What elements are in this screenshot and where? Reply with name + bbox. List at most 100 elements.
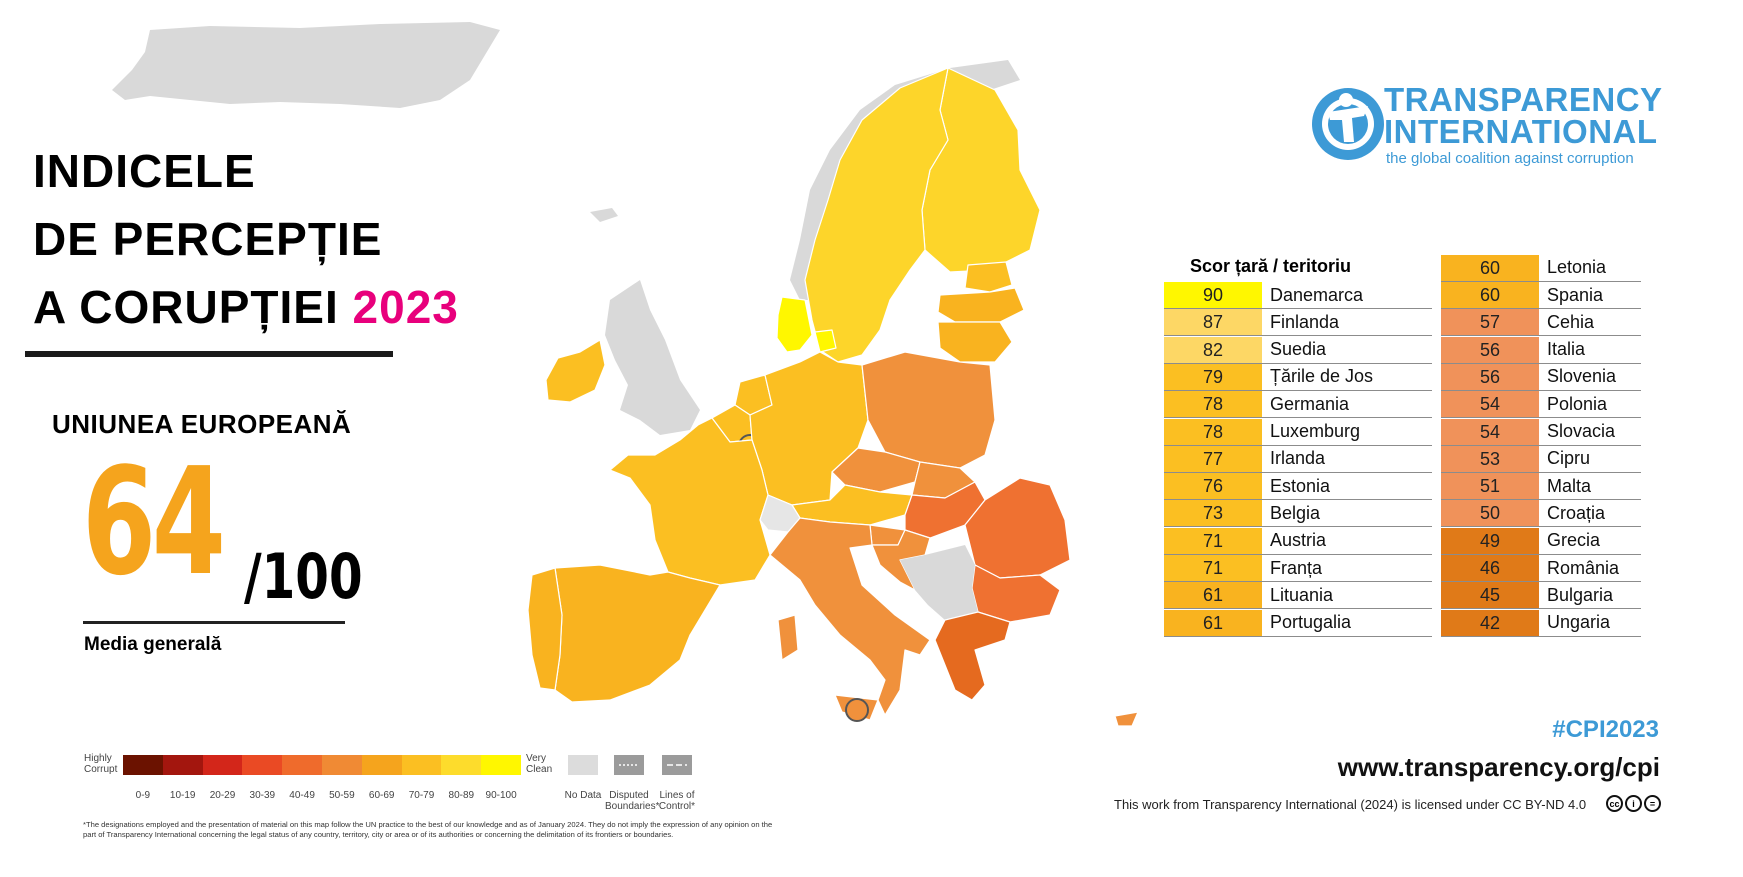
legend-color-5 [321, 755, 362, 775]
country-name: Belgia [1270, 502, 1321, 523]
country-score: 61 [1164, 609, 1262, 636]
table-row: 60 Letonia [1441, 254, 1641, 282]
country-score: 50 [1441, 500, 1539, 527]
legend-range-label: 80-89 [448, 790, 475, 801]
table-row: 54 Slovacia [1441, 418, 1641, 446]
table-row: 78 Germania [1164, 391, 1432, 419]
country-score: 79 [1164, 363, 1262, 390]
map-france [609, 417, 771, 586]
country-name: Suedia [1270, 339, 1327, 360]
table-row: 71 Franța [1164, 555, 1432, 582]
country-name: Cehia [1547, 311, 1595, 332]
transparency-logo-icon [1312, 88, 1384, 160]
legend-color-7 [401, 755, 442, 775]
country-name: România [1547, 557, 1620, 578]
table-row: 71 Austria [1164, 527, 1432, 555]
legend-color-9 [481, 755, 521, 775]
country-score: 77 [1164, 445, 1262, 472]
legend-range-label: 70-79 [408, 790, 435, 801]
country-name: Estonia [1270, 475, 1331, 496]
table-row: 54 Polonia [1441, 391, 1641, 419]
map-portugal [527, 567, 563, 691]
country-score: 56 [1441, 336, 1539, 363]
license-text: This work from Transparency Internationa… [1114, 797, 1587, 812]
country-score: 54 [1441, 418, 1539, 445]
legend-range-label: 30-39 [249, 790, 276, 801]
country-name: Letonia [1547, 257, 1607, 278]
table-row: 56 Italia [1441, 336, 1641, 364]
map-iceland [590, 208, 618, 222]
cpi-url[interactable]: www.transparency.org/cpi [1337, 752, 1660, 782]
table-row: 82 Suedia [1164, 336, 1432, 364]
country-name: Spania [1547, 284, 1604, 305]
map-uk [605, 280, 700, 435]
score-divider [83, 621, 345, 624]
country-score: 60 [1441, 254, 1539, 281]
average-score: 64 [82, 436, 226, 608]
table-row: 42 Ungaria [1441, 609, 1641, 637]
country-name: Luxemburg [1270, 421, 1361, 441]
legend-very-clean: Very Clean [526, 753, 553, 775]
table-row: 51 Malta [1441, 473, 1641, 501]
country-score: 51 [1441, 473, 1539, 500]
title-line-1: INDICELE [33, 145, 256, 197]
map-latvia [937, 287, 1025, 323]
legend-range-label: 10-19 [169, 790, 196, 801]
legend-color-3 [242, 755, 283, 775]
table-row: 78 Luxemburg [1164, 418, 1432, 446]
cc-nd-icon: = [1644, 795, 1661, 812]
legend-color-0 [123, 755, 163, 775]
legend-color-bar [123, 755, 521, 775]
country-score: 90 [1164, 282, 1262, 308]
country-score: 82 [1164, 336, 1262, 363]
legend-range-label: 20-29 [209, 790, 236, 801]
country-score: 42 [1441, 609, 1539, 636]
table-row: 77 Irlanda [1164, 445, 1432, 473]
map-denmark [776, 296, 837, 353]
country-name: Slovacia [1547, 421, 1616, 441]
legend-range-label: 0-9 [135, 790, 151, 801]
country-score: 60 [1441, 282, 1539, 308]
table-row: 90 Danemarca [1164, 282, 1432, 309]
legend-no-data-label: No Data [564, 790, 602, 801]
title-line-2: DE PERCEPȚIE [33, 213, 383, 265]
cc-icon: cc [1606, 795, 1623, 812]
table-row: 45 Bulgaria [1441, 582, 1641, 610]
country-score: 73 [1164, 500, 1262, 527]
table-row: 79 Țările de Jos [1164, 363, 1432, 391]
country-score: 57 [1441, 309, 1539, 336]
logo-name: TRANSPARENCY INTERNATIONAL [1384, 81, 1663, 150]
country-name: Malta [1547, 475, 1592, 496]
legend-color-1 [162, 755, 203, 775]
country-score: 78 [1164, 418, 1262, 445]
legend-highly-corrupt: Highly Corrupt [84, 753, 118, 775]
country-score: 45 [1441, 582, 1539, 609]
country-score: 76 [1164, 473, 1262, 500]
table-row: 53 Cipru [1441, 445, 1641, 473]
map-germany [749, 351, 869, 506]
legend-color-4 [282, 755, 322, 775]
map-poland [861, 351, 996, 469]
legend-no-data-swatch [568, 755, 598, 775]
country-name: Germania [1270, 393, 1350, 414]
map-greece [934, 611, 1011, 701]
legend-range-label: 90-100 [485, 790, 517, 801]
map-estonia [964, 261, 1013, 293]
country-score: 87 [1164, 309, 1262, 336]
country-score: 46 [1441, 555, 1539, 581]
country-name: Danemarca [1270, 284, 1364, 305]
title-line-3: A CORUPȚIEI 2023 [33, 281, 459, 333]
cc-license-icons: cc i = [1606, 795, 1661, 812]
table-row: 73 Belgia [1164, 500, 1432, 528]
map-sardinia [777, 614, 799, 661]
map-balkans [900, 545, 978, 620]
map-spain [554, 564, 721, 703]
legend-color-8 [441, 755, 482, 775]
hashtag: #CPI2023 [1552, 716, 1659, 743]
table-row: 60 Spania [1441, 282, 1641, 309]
country-score: 71 [1164, 527, 1262, 554]
country-name: Țările de Jos [1270, 366, 1374, 387]
map-lithuania [937, 321, 1013, 363]
table-row: 61 Lituania [1164, 582, 1432, 610]
country-name: Franța [1270, 557, 1323, 578]
